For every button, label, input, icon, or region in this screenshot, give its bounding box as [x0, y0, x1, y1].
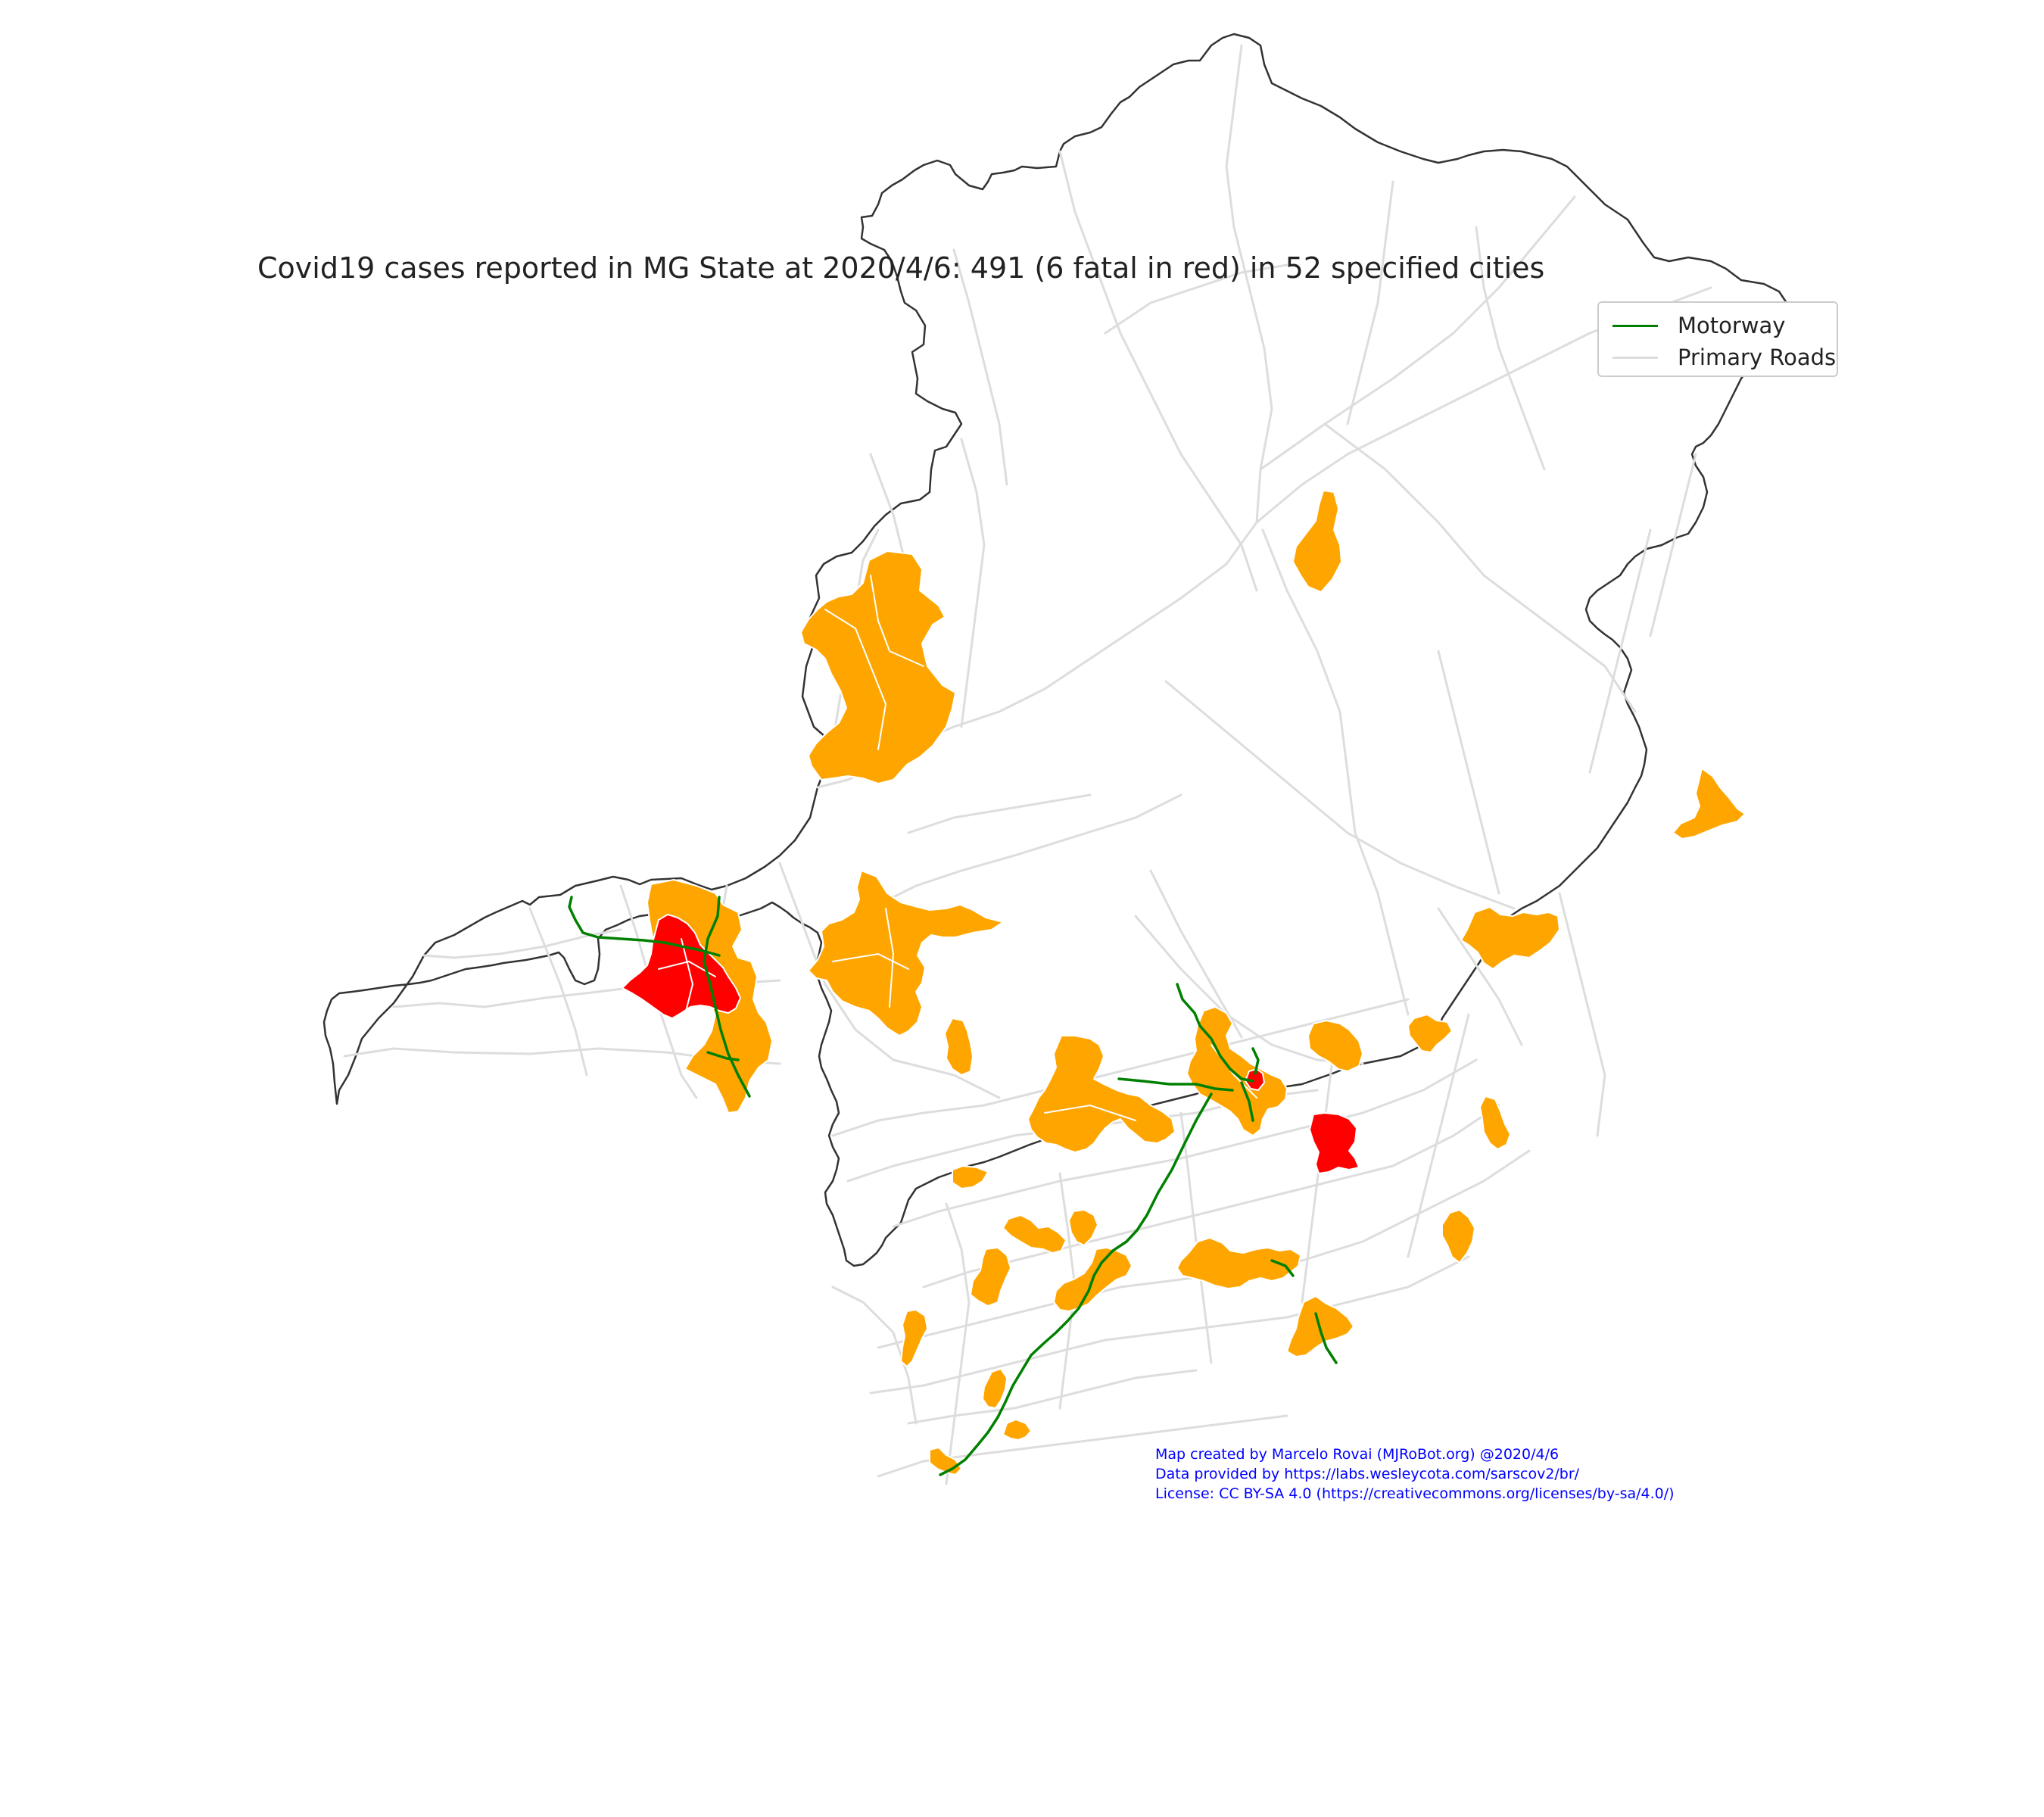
city-region-north — [1292, 490, 1342, 593]
primary-road-line-icon — [1612, 356, 1658, 359]
legend-item-primary-roads: Primary Roads — [1612, 342, 1836, 372]
city-east-small-1 — [1307, 1020, 1363, 1072]
case-cities — [647, 490, 1746, 1476]
city-region-south-east — [1176, 1237, 1301, 1289]
city-region-south-west-1 — [952, 1165, 989, 1189]
primary-roads — [343, 44, 1712, 1485]
map-legend: Motorway Primary Roads — [1597, 301, 1838, 377]
fatal-city-metro — [1245, 1068, 1265, 1091]
city-region-south-2 — [970, 1247, 1011, 1307]
city-region-southwest-1 — [900, 1309, 928, 1367]
city-region-east-upper — [1460, 906, 1560, 970]
credit-author: Map created by Marcelo Rovai (MJRoBot.or… — [1155, 1446, 1559, 1463]
city-east-small-3 — [1479, 1095, 1511, 1150]
legend-label-primary-roads: Primary Roads — [1678, 344, 1837, 370]
credit-data-source: Data provided by https://labs.wesleycota… — [1155, 1466, 1580, 1482]
city-region-west-central — [808, 870, 1004, 1036]
city-south-small-2 — [1002, 1419, 1032, 1441]
city-region-central-west — [1027, 1035, 1176, 1153]
fatal-city-east — [1309, 1112, 1360, 1174]
map-credits: Map created by Marcelo Rovai (MJRoBot.or… — [1155, 1445, 1675, 1504]
credit-license: License: CC BY-SA 4.0 (https://creativec… — [1155, 1485, 1675, 1502]
legend-label-motorway: Motorway — [1678, 313, 1786, 338]
city-east-small-2 — [1407, 1014, 1453, 1053]
motorway-line-icon — [1612, 324, 1658, 327]
city-region-south-1 — [1002, 1214, 1067, 1254]
legend-item-motorway: Motorway — [1612, 310, 1785, 341]
city-region-southwest-2 — [982, 1368, 1008, 1409]
city-region-east — [1672, 768, 1746, 840]
city-region-northwest — [800, 550, 956, 784]
motorways — [568, 896, 1338, 1476]
city-west-small — [944, 1018, 974, 1076]
map-title: Covid19 cases reported in MG State at 20… — [257, 251, 1545, 285]
city-internal-roads — [658, 575, 1257, 1121]
city-east-small-4 — [1441, 1209, 1475, 1264]
city-south-small-1 — [1068, 1209, 1098, 1246]
